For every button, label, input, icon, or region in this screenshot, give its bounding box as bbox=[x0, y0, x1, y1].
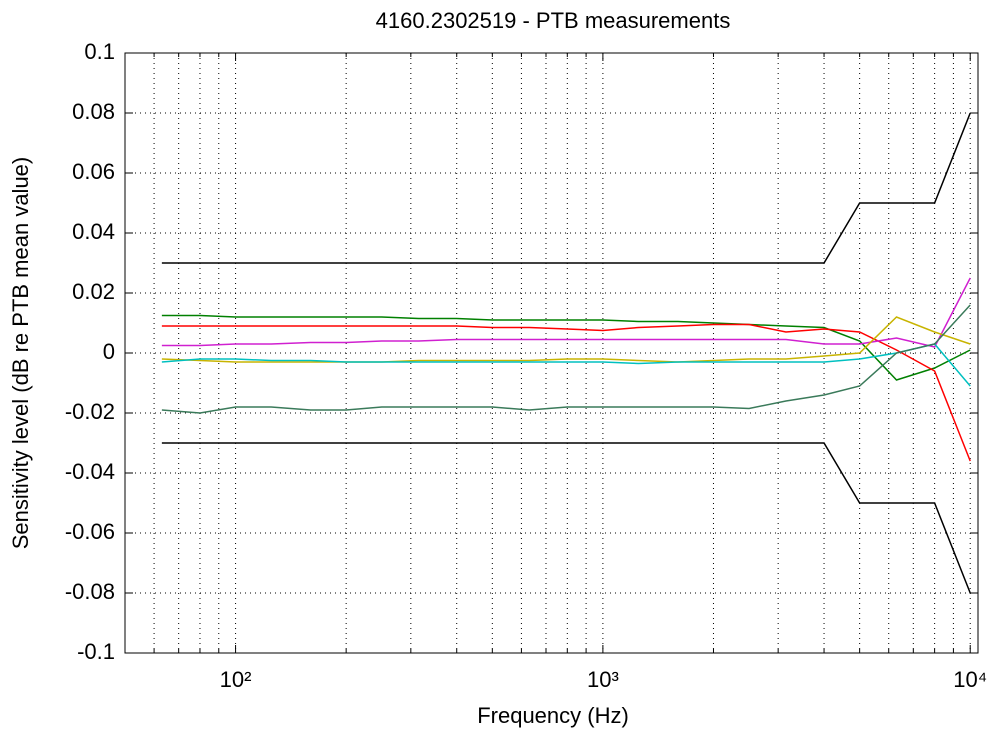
data-line bbox=[161, 442, 971, 594]
x-tick-label: 10² bbox=[220, 667, 252, 692]
y-tick-label: -0.1 bbox=[77, 639, 115, 664]
data-line bbox=[161, 316, 971, 363]
y-tick-label: 0.06 bbox=[72, 159, 115, 184]
data-line bbox=[161, 277, 971, 348]
x-axis-label: Frequency (Hz) bbox=[477, 703, 629, 728]
x-tick-label: 10⁴ bbox=[953, 667, 987, 692]
plot-frame bbox=[124, 52, 979, 654]
data-line bbox=[161, 304, 971, 414]
y-axis-label: Sensitivity level (dB re PTB mean value) bbox=[8, 157, 33, 550]
data-line bbox=[161, 314, 971, 381]
chart-title: 4160.2302519 - PTB measurements bbox=[376, 8, 731, 33]
y-tick-label: -0.08 bbox=[65, 579, 115, 604]
data-line bbox=[161, 343, 971, 387]
y-tick-label: 0.02 bbox=[72, 279, 115, 304]
y-tick-label: 0.04 bbox=[72, 219, 115, 244]
y-tick-label: 0.08 bbox=[72, 99, 115, 124]
y-tick-label: 0 bbox=[103, 339, 115, 364]
y-tick-label: -0.06 bbox=[65, 519, 115, 544]
y-tick-label: -0.02 bbox=[65, 399, 115, 424]
y-tick-label: -0.04 bbox=[65, 459, 115, 484]
data-line bbox=[161, 323, 971, 462]
y-tick-label: 0.1 bbox=[84, 39, 115, 64]
data-line bbox=[161, 112, 971, 264]
x-tick-label: 10³ bbox=[587, 667, 619, 692]
